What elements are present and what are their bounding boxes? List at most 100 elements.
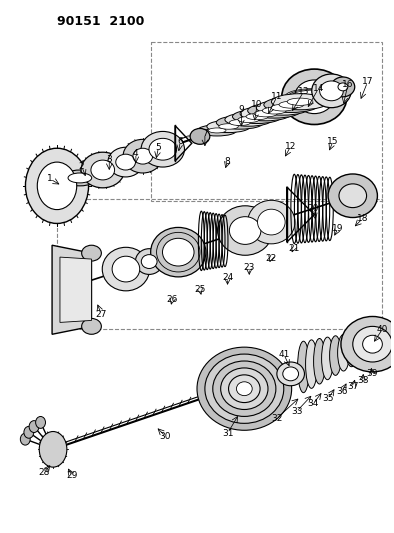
Ellipse shape xyxy=(108,147,143,177)
Ellipse shape xyxy=(258,209,285,235)
Text: 21: 21 xyxy=(288,244,299,253)
Ellipse shape xyxy=(217,206,273,255)
Text: 2: 2 xyxy=(79,161,84,171)
Polygon shape xyxy=(52,245,91,334)
Ellipse shape xyxy=(149,139,177,160)
Ellipse shape xyxy=(39,432,67,467)
Ellipse shape xyxy=(341,317,394,372)
Text: 38: 38 xyxy=(357,376,368,385)
Ellipse shape xyxy=(35,416,45,429)
Ellipse shape xyxy=(197,125,237,136)
Text: 1: 1 xyxy=(47,174,53,183)
Ellipse shape xyxy=(236,382,252,395)
Ellipse shape xyxy=(354,332,366,362)
Ellipse shape xyxy=(277,362,305,386)
Ellipse shape xyxy=(254,110,277,117)
Ellipse shape xyxy=(141,132,184,167)
Text: 13: 13 xyxy=(298,87,309,96)
Text: 41: 41 xyxy=(278,350,290,359)
Ellipse shape xyxy=(102,247,150,291)
Ellipse shape xyxy=(123,139,162,173)
Ellipse shape xyxy=(338,83,348,91)
Text: 40: 40 xyxy=(377,325,388,334)
Ellipse shape xyxy=(330,336,342,375)
Text: 20: 20 xyxy=(308,204,319,213)
Text: 35: 35 xyxy=(322,394,334,403)
Ellipse shape xyxy=(82,318,101,334)
Ellipse shape xyxy=(282,69,347,125)
Ellipse shape xyxy=(229,217,261,245)
Ellipse shape xyxy=(37,162,77,209)
Ellipse shape xyxy=(208,128,226,133)
Ellipse shape xyxy=(91,160,115,180)
Ellipse shape xyxy=(271,104,295,111)
Ellipse shape xyxy=(133,148,152,164)
Ellipse shape xyxy=(331,77,355,97)
Text: 8: 8 xyxy=(225,157,230,166)
Text: 33: 33 xyxy=(291,407,302,416)
Text: 6: 6 xyxy=(177,137,183,146)
Ellipse shape xyxy=(346,333,357,367)
Text: 32: 32 xyxy=(271,414,282,423)
Ellipse shape xyxy=(221,368,268,409)
Text: 39: 39 xyxy=(367,369,378,378)
Ellipse shape xyxy=(240,107,291,121)
Text: 31: 31 xyxy=(222,429,233,438)
Text: 11: 11 xyxy=(271,92,282,101)
Ellipse shape xyxy=(225,113,272,126)
Ellipse shape xyxy=(26,148,89,223)
Text: 25: 25 xyxy=(194,285,206,294)
Ellipse shape xyxy=(216,116,264,129)
Ellipse shape xyxy=(82,245,101,261)
Ellipse shape xyxy=(297,341,309,393)
Ellipse shape xyxy=(328,174,377,217)
Text: 9: 9 xyxy=(238,105,244,114)
Text: 3: 3 xyxy=(106,155,112,164)
Text: 30: 30 xyxy=(160,432,171,441)
Text: 16: 16 xyxy=(342,80,353,90)
Ellipse shape xyxy=(248,200,295,244)
Ellipse shape xyxy=(246,114,268,120)
Ellipse shape xyxy=(24,426,34,438)
Text: 17: 17 xyxy=(362,77,373,86)
Ellipse shape xyxy=(197,347,292,430)
Ellipse shape xyxy=(151,228,206,277)
Ellipse shape xyxy=(262,107,286,114)
Ellipse shape xyxy=(338,334,349,371)
Ellipse shape xyxy=(162,238,194,266)
Text: 15: 15 xyxy=(327,137,339,146)
Ellipse shape xyxy=(29,421,39,432)
Ellipse shape xyxy=(306,340,318,389)
Text: 22: 22 xyxy=(265,254,277,263)
Ellipse shape xyxy=(81,152,125,188)
Text: 7: 7 xyxy=(202,129,208,138)
Ellipse shape xyxy=(322,337,333,379)
Ellipse shape xyxy=(229,375,260,402)
Ellipse shape xyxy=(136,249,163,274)
Ellipse shape xyxy=(213,361,276,416)
Text: 23: 23 xyxy=(243,263,255,272)
Text: 27: 27 xyxy=(96,310,107,319)
Polygon shape xyxy=(60,257,91,322)
Text: 18: 18 xyxy=(357,214,368,223)
Ellipse shape xyxy=(320,81,343,101)
Ellipse shape xyxy=(279,101,304,108)
Ellipse shape xyxy=(112,256,140,282)
Text: 29: 29 xyxy=(66,471,78,480)
Ellipse shape xyxy=(353,326,392,362)
Ellipse shape xyxy=(362,335,382,353)
Ellipse shape xyxy=(20,433,30,445)
Text: 5: 5 xyxy=(156,143,162,152)
Ellipse shape xyxy=(141,255,157,269)
Text: 14: 14 xyxy=(312,84,324,93)
Ellipse shape xyxy=(312,74,351,108)
Ellipse shape xyxy=(207,120,250,133)
Ellipse shape xyxy=(264,97,319,112)
Ellipse shape xyxy=(362,330,374,358)
Ellipse shape xyxy=(314,338,325,384)
Ellipse shape xyxy=(295,80,334,114)
Ellipse shape xyxy=(229,119,251,125)
Ellipse shape xyxy=(190,128,210,144)
Ellipse shape xyxy=(62,170,98,186)
Ellipse shape xyxy=(271,94,329,110)
